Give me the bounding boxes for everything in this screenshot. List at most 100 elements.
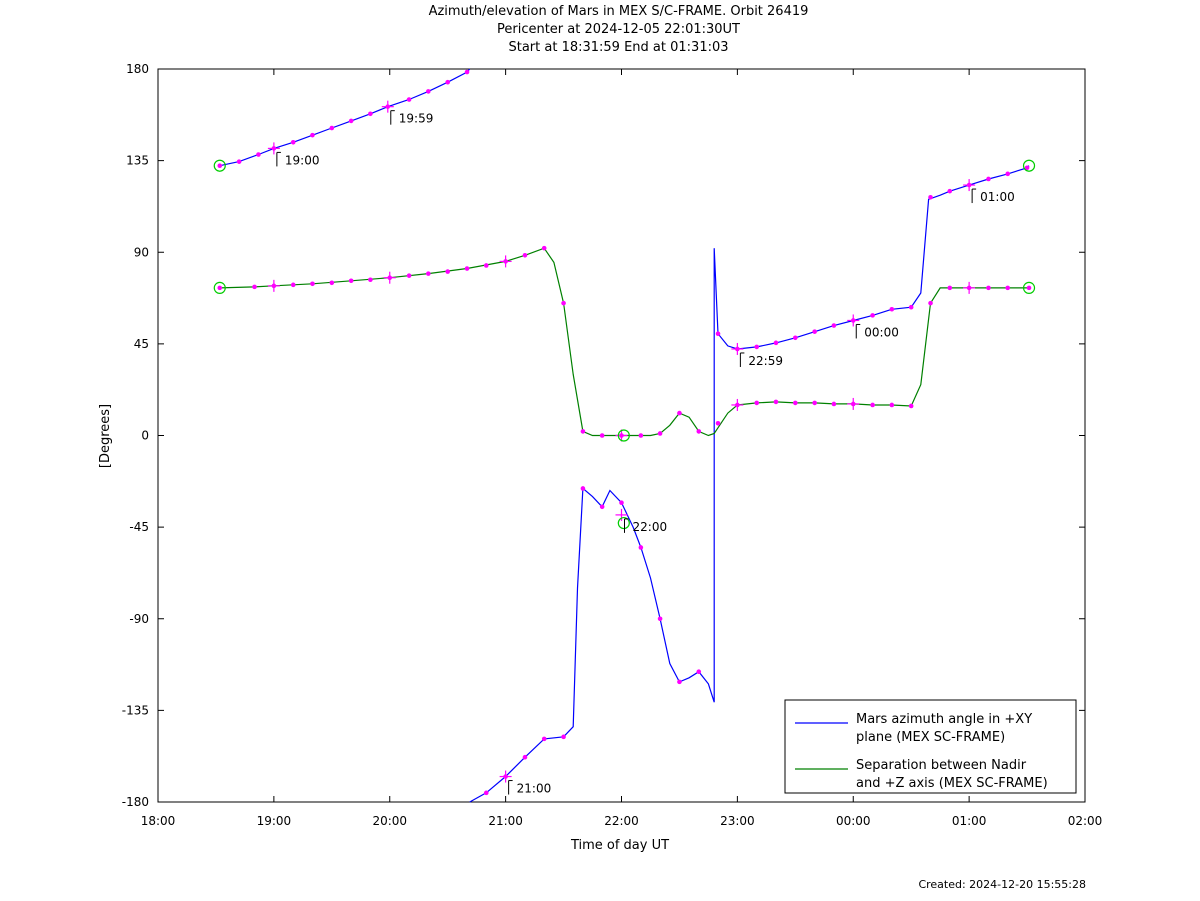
data-point-marker — [329, 125, 335, 131]
data-point-marker — [561, 734, 566, 740]
x-tick-label: 21:00 — [488, 814, 523, 828]
data-point-marker — [368, 277, 373, 283]
data-point-marker — [599, 504, 605, 510]
data-point-marker — [928, 300, 933, 306]
event-circle-marker — [213, 281, 226, 294]
data-point-marker — [483, 263, 489, 268]
data-point-marker — [773, 399, 779, 405]
legend-box — [784, 699, 1077, 794]
data-point-marker — [773, 340, 779, 346]
y-tick-label: 45 — [134, 337, 149, 351]
data-point-marker — [599, 433, 605, 438]
annotation-label: 00:00 — [864, 325, 899, 339]
data-point-marker — [889, 402, 895, 408]
data-point-marker — [522, 253, 528, 258]
data-point-marker — [464, 266, 470, 271]
data-point-marker — [561, 300, 566, 306]
annotation-label: 21:00 — [517, 782, 552, 796]
data-point-marker — [1024, 165, 1030, 171]
data-point-marker — [1005, 171, 1011, 177]
data-point-marker — [812, 400, 817, 406]
legend-label-2: and +Z axis (MEX SC-FRAME) — [856, 776, 1048, 791]
axes: 18:00 19:00 20:00 21:00 22:00 23:00 00:00 01:00… — [122, 62, 1103, 828]
data-point-marker — [445, 79, 450, 85]
y-tick-label: 180 — [126, 62, 149, 76]
x-tick-label: 19:00 — [257, 814, 292, 828]
data-point-marker — [580, 486, 586, 491]
data-point-marker — [696, 429, 702, 434]
y-tick-label: 135 — [126, 154, 149, 168]
data-point-marker — [290, 140, 296, 145]
data-point-marker — [793, 400, 798, 406]
data-point-marker — [406, 273, 412, 278]
data-point-marker — [522, 754, 528, 760]
annotation-label: 22:59 — [748, 354, 783, 368]
annotation-group: 19:00 19:59 21:00 22:00 22:59 00:00 01:00 — [276, 110, 1015, 796]
event-circle-marker — [213, 159, 226, 172]
y-tick-label: -135 — [122, 703, 149, 717]
event-circle-marker — [1022, 281, 1036, 294]
data-point-marker — [1026, 285, 1032, 291]
y-tick-label: -90 — [129, 612, 149, 626]
event-circle-marker — [1022, 159, 1036, 172]
data-point-marker — [928, 194, 933, 200]
data-point-marker — [986, 285, 991, 291]
legend-label-2: Separation between Nadir — [856, 758, 1027, 773]
data-point-marker — [426, 271, 431, 276]
x-tick-label: 01:00 — [952, 814, 987, 828]
data-point-marker — [986, 176, 991, 182]
data-point-marker — [812, 329, 817, 334]
data-point-marker — [217, 163, 223, 169]
x-tick-label: 02:00 — [1068, 814, 1103, 828]
data-point-marker — [793, 335, 798, 341]
data-point-marker — [677, 410, 682, 416]
created-timestamp: Created: 2024-12-20 15:55:28 — [918, 878, 1086, 891]
data-point-marker — [638, 433, 644, 438]
data-point-marker — [310, 132, 315, 138]
data-point-marker — [619, 500, 624, 505]
y-tick-label: -180 — [122, 795, 149, 809]
data-point-marker — [348, 118, 354, 124]
series-line-2 — [219, 247, 1029, 437]
chart-subtitle-pericenter: Pericenter at 2024-12-05 22:01:30UT — [496, 22, 740, 37]
marker-group — [213, 69, 1036, 796]
data-point-marker — [638, 545, 644, 550]
data-point-marker — [657, 616, 663, 622]
x-tick-label: 22:00 — [604, 814, 639, 828]
data-point-marker — [256, 152, 261, 157]
x-tick-label: 00:00 — [836, 814, 871, 828]
data-point-marker — [217, 285, 223, 291]
data-point-marker — [657, 431, 663, 436]
data-point-marker — [464, 69, 470, 75]
data-point-marker — [252, 284, 257, 290]
data-point-marker — [754, 344, 760, 350]
data-point-marker — [677, 679, 682, 685]
y-axis-title: [Degrees] — [98, 404, 113, 468]
data-point-marker — [947, 285, 953, 291]
data-point-marker — [947, 188, 953, 194]
data-point-marker — [696, 669, 702, 674]
y-tick-label: 90 — [134, 245, 149, 259]
data-point-marker — [831, 401, 837, 407]
data-point-marker — [870, 402, 875, 408]
data-point-marker — [715, 331, 721, 336]
data-point-marker — [236, 159, 242, 164]
data-point-marker — [445, 269, 450, 274]
data-point-marker — [329, 280, 335, 286]
legend-label-1: Mars azimuth angle in +XY — [856, 712, 1032, 727]
annotation-label: 19:00 — [285, 153, 320, 167]
data-point-marker — [580, 429, 586, 434]
annotation-label: 19:59 — [399, 112, 434, 126]
legend: Mars azimuth angle in +XY plane (MEX SC-F… — [784, 699, 1077, 794]
data-point-marker — [483, 790, 489, 796]
data-point-marker — [406, 97, 412, 102]
data-point-marker — [908, 304, 914, 310]
data-point-marker — [368, 111, 373, 117]
x-tick-label: 23:00 — [720, 814, 755, 828]
data-point-marker — [426, 89, 431, 94]
legend-label-1: plane (MEX SC-FRAME) — [856, 730, 1005, 745]
data-point-marker — [870, 313, 875, 318]
data-point-marker — [889, 306, 895, 312]
annotation-label: 01:00 — [980, 190, 1015, 204]
